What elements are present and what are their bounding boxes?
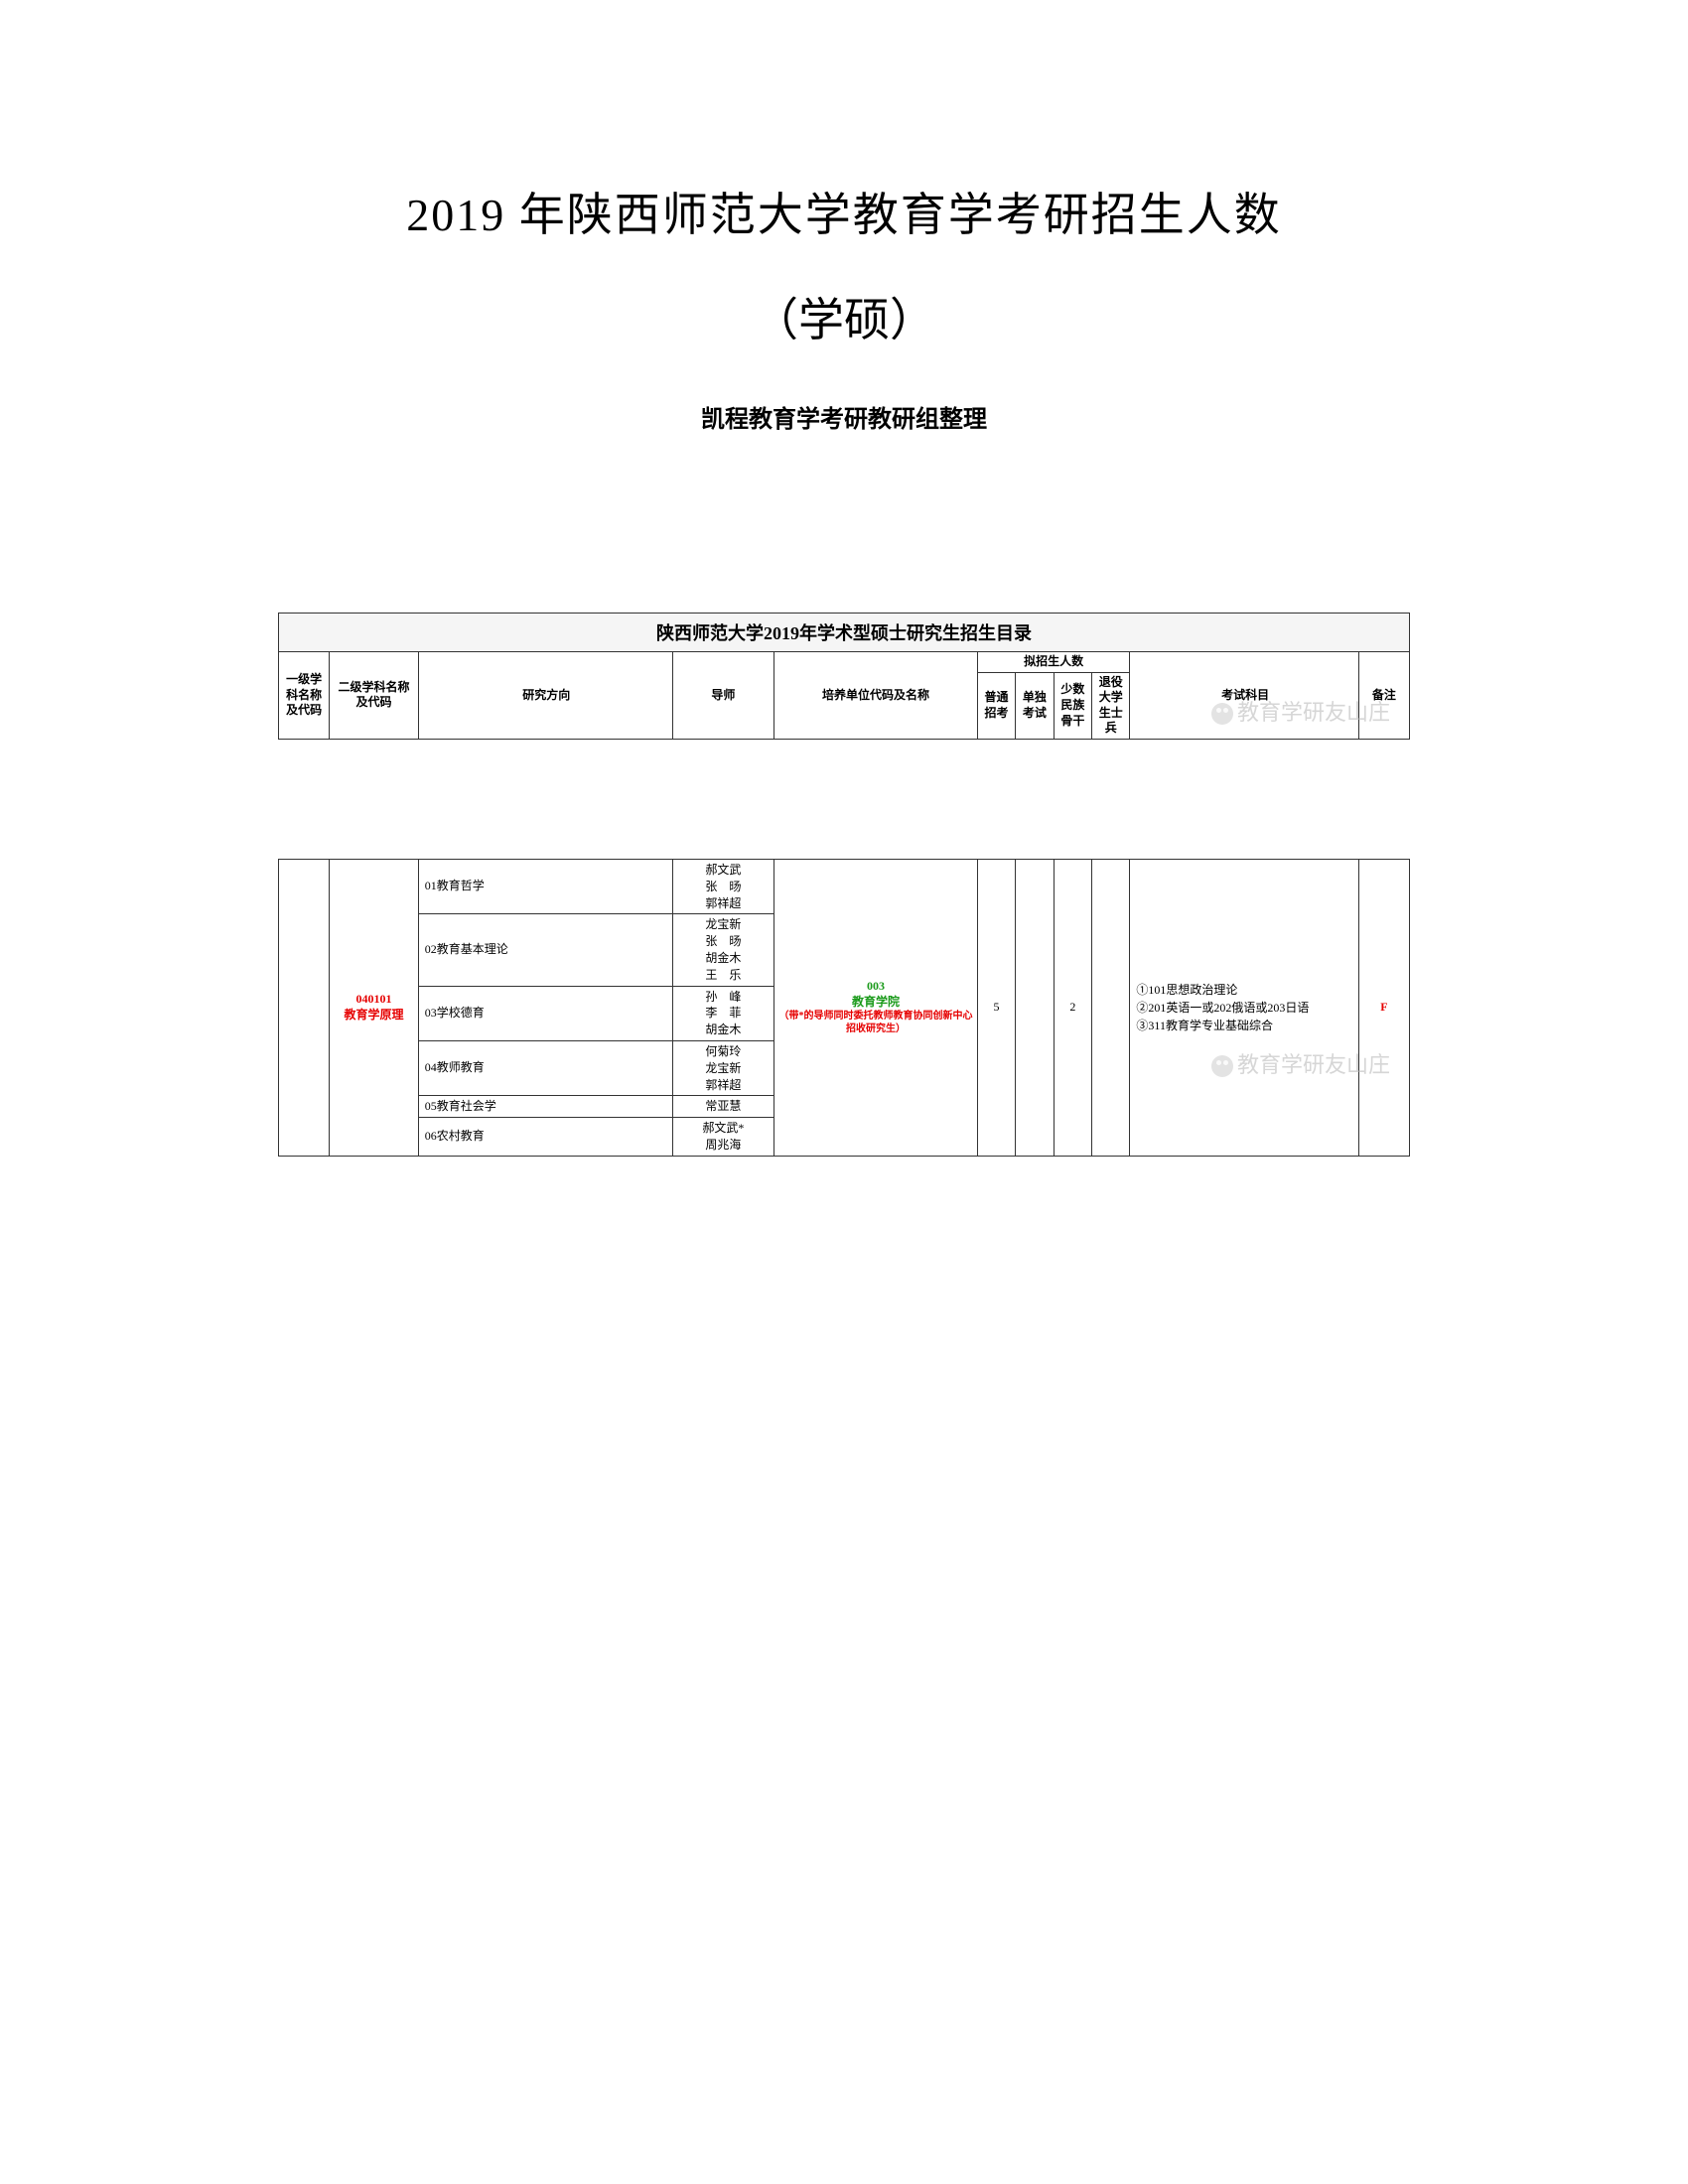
cell-direction: 03学校德育 — [418, 986, 672, 1040]
catalog-header-block: 陕西师范大学2019年学术型硕士研究生招生目录 一级学科名称及代码 二级学科名称… — [278, 613, 1410, 740]
cell-direction: 06农村教育 — [418, 1118, 672, 1157]
cell-enroll-minority: 2 — [1054, 859, 1091, 1156]
cell-direction: 05教育社会学 — [418, 1096, 672, 1118]
th-unit: 培养单位代码及名称 — [774, 652, 978, 740]
th-level2: 二级学科名称及代码 — [330, 652, 419, 740]
cell-advisor: 郝文武*周兆海 — [672, 1118, 774, 1157]
cell-advisor: 郝文武张 旸郭祥超 — [672, 859, 774, 913]
th-enroll-single: 单独考试 — [1016, 672, 1054, 739]
th-enroll-minority: 少数民族骨干 — [1054, 672, 1091, 739]
th-enroll-group: 拟招生人数 — [977, 652, 1130, 673]
cell-enroll-single — [1016, 859, 1054, 1156]
cell-advisor: 孙 峰李 菲胡金木 — [672, 986, 774, 1040]
cell-direction: 02教育基本理论 — [418, 914, 672, 986]
th-level1: 一级学科名称及代码 — [279, 652, 330, 740]
catalog-data-block: 040101教育学原理01教育哲学郝文武张 旸郭祥超003教育学院（带*的导师同… — [278, 859, 1410, 1157]
main-title-sub: （学硕） — [278, 284, 1410, 349]
cell-enroll-soldier — [1092, 859, 1130, 1156]
th-note: 备注 — [1358, 652, 1409, 740]
cell-enroll-normal: 5 — [977, 859, 1015, 1156]
subtitle: 凯程教育学考研教研组整理 — [278, 399, 1410, 434]
cell-note: F — [1358, 859, 1409, 1156]
cell-level2: 040101教育学原理 — [330, 859, 419, 1156]
th-advisor: 导师 — [672, 652, 774, 740]
th-subjects: 考试科目 — [1130, 652, 1358, 740]
table-title: 陕西师范大学2019年学术型硕士研究生招生目录 — [278, 613, 1410, 651]
cell-advisor: 何菊玲龙宝新郭祥超 — [672, 1040, 774, 1095]
cell-subjects: ①101思想政治理论②201英语一或202俄语或203日语③311教育学专业基础… — [1130, 859, 1358, 1156]
th-direction: 研究方向 — [418, 652, 672, 740]
cell-advisor: 常亚慧 — [672, 1096, 774, 1118]
main-title: 2019 年陕西师范大学教育学考研招生人数 — [278, 179, 1410, 244]
header-table: 一级学科名称及代码 二级学科名称及代码 研究方向 导师 培养单位代码及名称 拟招… — [278, 651, 1410, 740]
cell-direction: 04教师教育 — [418, 1040, 672, 1095]
cell-unit: 003教育学院（带*的导师同时委托教师教育协同创新中心招收研究生） — [774, 859, 978, 1156]
cell-advisor: 龙宝新张 旸胡金木王 乐 — [672, 914, 774, 986]
data-table: 040101教育学原理01教育哲学郝文武张 旸郭祥超003教育学院（带*的导师同… — [278, 859, 1410, 1157]
th-enroll-soldier: 退役大学生士兵 — [1092, 672, 1130, 739]
th-enroll-normal: 普通招考 — [977, 672, 1015, 739]
cell-level1 — [279, 859, 330, 1156]
cell-direction: 01教育哲学 — [418, 859, 672, 913]
